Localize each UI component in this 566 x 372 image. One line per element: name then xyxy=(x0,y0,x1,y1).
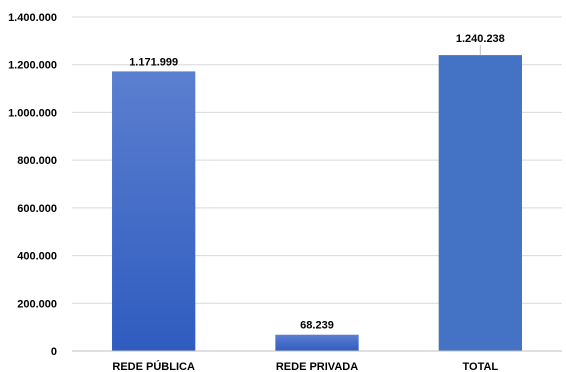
y-tick-label: 800.000 xyxy=(17,155,57,167)
bar xyxy=(438,55,522,351)
bar xyxy=(275,334,359,351)
y-tick-label: 1.400.000 xyxy=(8,12,57,24)
y-tick-label: 200.000 xyxy=(17,298,57,310)
y-tick-label: 600.000 xyxy=(17,203,57,215)
x-category-label: REDE PRIVADA xyxy=(276,361,358,372)
data-label: 1.171.999 xyxy=(129,56,178,68)
y-tick-label: 400.000 xyxy=(17,251,57,263)
data-label: 68.239 xyxy=(300,320,334,332)
y-tick-label: 0 xyxy=(51,346,57,358)
data-label: 1.240.238 xyxy=(456,33,505,45)
x-category-label: REDE PÚBLICA xyxy=(112,360,195,372)
y-tick-label: 1.000.000 xyxy=(8,107,57,119)
x-axis-category-labels: REDE PÚBLICA REDE PRIVADA TOTAL xyxy=(112,360,498,372)
bar xyxy=(112,71,196,351)
y-axis-tick-labels: 0 200.000 400.000 600.000 800.000 1.000.000 1.… xyxy=(8,12,57,358)
bars xyxy=(112,55,522,351)
data-labels: 1.171.999 68.239 1.240.238 xyxy=(129,33,505,332)
x-category-label: TOTAL xyxy=(463,361,499,372)
y-tick-label: 1.200.000 xyxy=(8,60,57,72)
